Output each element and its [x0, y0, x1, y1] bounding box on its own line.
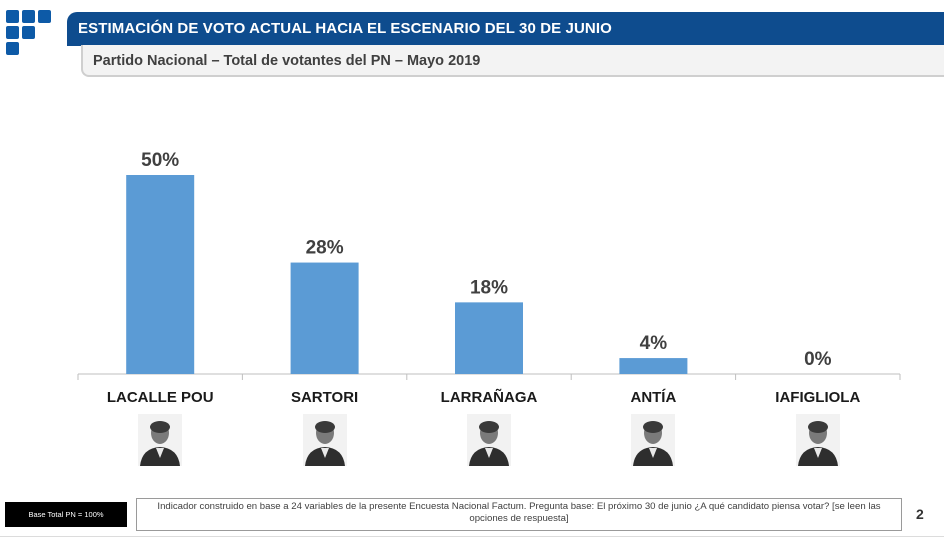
data-label: 18%: [470, 277, 508, 298]
factum-logo: [6, 10, 56, 62]
bar: [290, 262, 359, 374]
methodology-note: Indicador construido en base a 24 variab…: [136, 498, 902, 531]
vote-bar-chart: 50% LACALLE POU 28% SARTORI 18% LARRAÑAGA 4% AN…: [77, 150, 901, 406]
candidate-photo: [302, 414, 347, 466]
category-label: ANTÍA: [630, 389, 676, 406]
data-label: 0%: [804, 349, 832, 370]
title-bar: [67, 12, 944, 46]
page-title: ESTIMACIÓN DE VOTO ACTUAL HACIA EL ESCEN…: [78, 20, 612, 37]
category-label: IAFIGLIOLA: [775, 389, 860, 406]
data-label: 4%: [640, 333, 668, 354]
bottom-divider: [0, 536, 944, 537]
data-label: 28%: [306, 238, 344, 259]
page-subtitle: Partido Nacional – Total de votantes del…: [93, 53, 481, 69]
category-label: SARTORI: [291, 389, 358, 406]
bar: [126, 175, 195, 374]
category-label: LARRAÑAGA: [441, 388, 538, 406]
data-label: 50%: [141, 150, 179, 171]
candidate-photo: [631, 414, 676, 466]
page-number: 2: [916, 506, 924, 522]
candidate-photo: [467, 414, 511, 466]
subtitle-bar: [81, 45, 944, 77]
bar: [455, 302, 523, 374]
bar: [619, 358, 688, 374]
category-label: LACALLE POU: [107, 389, 214, 406]
candidate-photo: [138, 414, 183, 466]
base-label: Base Total PN = 100%: [5, 502, 127, 527]
candidate-photo: [795, 414, 840, 466]
